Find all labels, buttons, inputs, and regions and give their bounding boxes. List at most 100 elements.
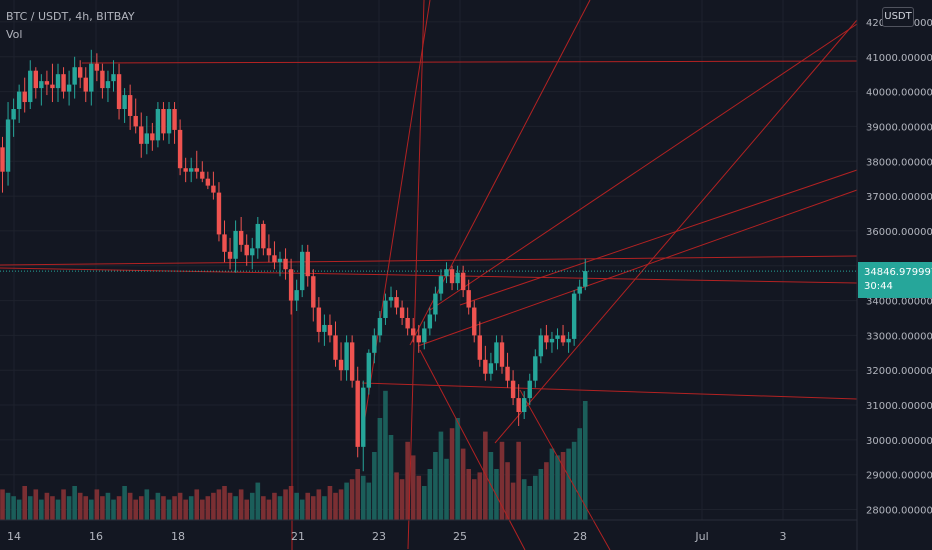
volume-bar — [305, 492, 311, 520]
volume-bar — [288, 486, 294, 520]
volume-bar — [227, 492, 233, 520]
candle-body — [449, 269, 455, 284]
candle-body — [444, 269, 449, 277]
candle-body — [33, 70, 38, 89]
x-tick-label: 14 — [7, 530, 21, 543]
volume-bar — [244, 499, 249, 520]
volume-bar — [233, 496, 238, 520]
volume-bar — [582, 401, 588, 520]
candle-body — [527, 380, 532, 399]
price-axis[interactable]: 28000.000000 29000.000000 30000.000000 3100… — [856, 0, 932, 550]
candle-body — [166, 109, 172, 134]
volume-bar — [72, 486, 77, 520]
candle-body — [216, 192, 222, 235]
volume-bar — [477, 472, 483, 520]
volume-bar — [61, 489, 66, 520]
candle-body — [155, 109, 161, 141]
volume-bar — [566, 448, 571, 520]
volume-bar — [155, 492, 161, 520]
volume-bar — [89, 499, 94, 520]
trendline-drawings[interactable] — [0, 0, 858, 550]
candle-body — [560, 335, 566, 343]
volume-bar — [249, 492, 255, 520]
time-axis[interactable]: 14 16 18 21 23 25 28 Jul 3 — [0, 519, 857, 543]
volume-bar — [471, 479, 477, 520]
candle-body — [455, 272, 460, 284]
trendline — [409, 0, 591, 346]
volume-bar — [5, 492, 11, 520]
trendline — [519, 389, 611, 550]
volume-bar — [349, 479, 355, 520]
candle-body — [177, 129, 183, 169]
candle-body — [11, 109, 16, 120]
volume-bar — [200, 499, 205, 520]
y-tick-label: 28000.000000 — [866, 506, 932, 517]
volume-bar — [161, 496, 166, 520]
trendline — [0, 267, 858, 284]
candle-body — [505, 366, 510, 381]
volume-bar — [416, 475, 422, 520]
volume-bar — [444, 458, 449, 520]
x-tick-label: 16 — [89, 530, 103, 543]
volume-bar — [460, 448, 466, 520]
volume-bar — [333, 492, 338, 520]
volume-bar — [55, 499, 61, 520]
volume-bar — [216, 489, 222, 520]
candlesticks[interactable] — [0, 49, 588, 472]
last-price-value: 34846.979997 — [864, 267, 932, 278]
volume-bar — [505, 462, 510, 520]
candle-body — [338, 359, 344, 371]
volume-bar — [533, 475, 538, 520]
candle-body — [78, 67, 83, 78]
volume-indicator-label[interactable]: Vol — [6, 28, 23, 41]
volume-bar — [50, 496, 55, 520]
volume-bar — [433, 452, 438, 520]
volume-bar — [150, 499, 155, 520]
candle-body — [516, 398, 521, 413]
candle-body — [538, 335, 544, 357]
volume-bar — [144, 489, 150, 520]
candle-body — [5, 119, 11, 172]
candle-body — [566, 338, 571, 343]
x-tick-label: 21 — [291, 530, 305, 543]
volume-bar — [483, 431, 488, 520]
volume-bar — [327, 486, 333, 520]
candle-body — [466, 290, 471, 308]
candle-body — [72, 67, 77, 85]
candle-body — [438, 276, 444, 294]
symbol-title[interactable]: BTC / USDT, 4h, BITBAY — [6, 10, 135, 23]
volume-bar — [127, 492, 133, 520]
volume-bar — [577, 428, 582, 520]
volume-bar — [311, 496, 316, 520]
candle-body — [144, 133, 149, 144]
candle-body — [300, 251, 305, 291]
y-tick-label: 36000.000000 — [866, 227, 932, 238]
candle-body — [183, 168, 188, 172]
candle-body — [272, 255, 277, 263]
candle-body — [28, 70, 33, 103]
volume-bar — [183, 499, 188, 520]
candle-body — [472, 307, 477, 336]
candle-body — [422, 328, 427, 343]
candle-body — [316, 307, 322, 332]
candle-body — [55, 74, 61, 89]
volume-bar — [177, 492, 183, 520]
volume-bar — [516, 441, 521, 520]
candle-body — [411, 328, 416, 336]
volume-bar — [422, 486, 427, 520]
candle-body — [200, 171, 205, 179]
y-tick-label: 41000.000000 — [866, 53, 932, 64]
candle-body — [460, 272, 466, 291]
volume-bar — [388, 435, 394, 520]
candle-body — [555, 335, 560, 339]
volume-bar — [211, 492, 216, 520]
candle-body — [311, 276, 316, 308]
x-tick-label: Jul — [694, 530, 708, 543]
volume-bar — [560, 452, 566, 520]
candle-body — [250, 248, 255, 256]
candle-body — [433, 293, 438, 315]
volume-bar — [138, 496, 144, 520]
volume-bar — [272, 492, 277, 520]
currency-badge[interactable]: USDT — [882, 7, 914, 27]
